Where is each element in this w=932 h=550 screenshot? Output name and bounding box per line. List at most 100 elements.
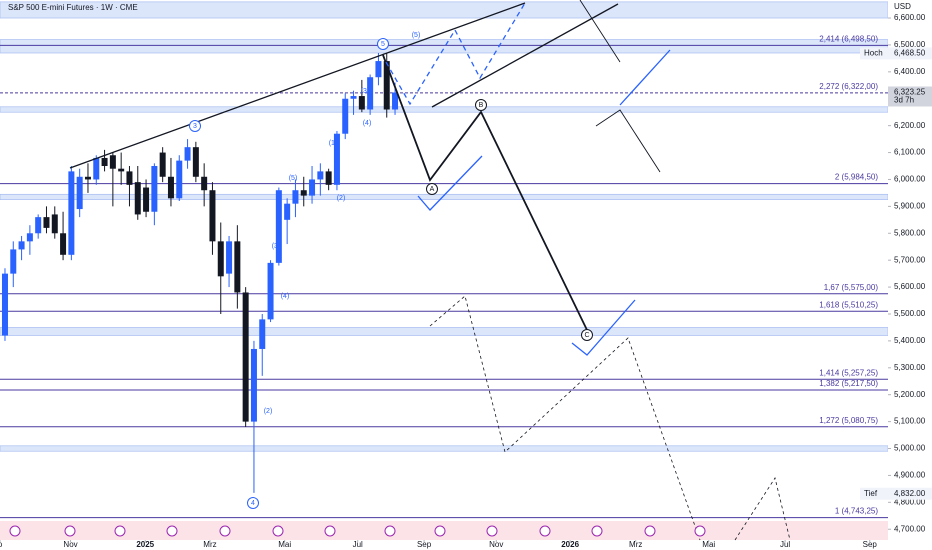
zones bbox=[0, 1, 889, 452]
marker-box bbox=[860, 487, 932, 500]
event-icon[interactable] bbox=[64, 525, 76, 537]
candle-body bbox=[109, 155, 116, 169]
level-label: 2 (5,984,50) bbox=[835, 173, 878, 182]
candle-body bbox=[375, 61, 382, 78]
projection bbox=[579, 0, 661, 173]
candle-body bbox=[284, 203, 291, 220]
candle-body bbox=[1, 273, 8, 336]
level-label: 1 (4,743,25) bbox=[835, 507, 878, 516]
y-tick-label: 6,100.00 bbox=[894, 148, 926, 157]
wave-label: 5 bbox=[381, 41, 385, 48]
wave-label: (5) bbox=[412, 32, 421, 39]
y-tick-label: 4,700.00 bbox=[894, 524, 926, 533]
x-tick-label: Jul bbox=[353, 540, 363, 549]
drawings bbox=[69, 0, 791, 541]
level-label: 2,272 (6,322,00) bbox=[819, 82, 878, 91]
wave-label: C bbox=[584, 332, 589, 339]
marker-label: Hoch bbox=[864, 49, 883, 58]
event-icon[interactable] bbox=[694, 525, 706, 537]
x-tick-label: Sep bbox=[417, 540, 432, 549]
candle-body bbox=[35, 217, 42, 234]
candle-body bbox=[358, 96, 365, 110]
wave-label: (4) bbox=[363, 120, 372, 127]
event-icon[interactable] bbox=[644, 525, 656, 537]
candle-body bbox=[234, 241, 241, 293]
marker-box bbox=[860, 47, 932, 60]
candle-body bbox=[217, 241, 224, 277]
candle-body bbox=[101, 157, 108, 167]
y-tick-label: 5,900.00 bbox=[894, 201, 926, 210]
candle-body bbox=[93, 157, 100, 180]
event-icon[interactable] bbox=[591, 525, 603, 537]
candle-body bbox=[76, 176, 83, 210]
event-icon[interactable] bbox=[486, 525, 498, 537]
zone bbox=[0, 39, 889, 54]
wave-labels: 5 3 4 A B C (5) (1) (3) (5) (4) (2) (2) (4) (3) bbox=[189, 32, 593, 509]
event-icon[interactable] bbox=[272, 525, 284, 537]
event-icons[interactable] bbox=[9, 525, 706, 537]
marker-value: 6,468.50 bbox=[894, 49, 926, 58]
wave-circle bbox=[426, 183, 438, 195]
wave-label: (3) bbox=[361, 88, 370, 95]
wave-circle bbox=[475, 99, 487, 111]
levels: 2,414 (6,498,50) 2,272 (6,322,00) 2 (5,984… bbox=[0, 34, 888, 519]
level-label: 1,272 (5,080,75) bbox=[819, 416, 878, 425]
wave-label: (4) bbox=[281, 293, 290, 300]
last-price-box bbox=[888, 86, 932, 107]
candle-body bbox=[392, 92, 399, 110]
y-tick-label: 5,200.00 bbox=[894, 390, 926, 399]
x-tick-label: 2026 bbox=[561, 540, 579, 549]
wave-circle bbox=[377, 38, 389, 50]
y-tick-label: 5,400.00 bbox=[894, 336, 926, 345]
event-icon[interactable] bbox=[384, 525, 396, 537]
x-tick-label: Mrz bbox=[203, 540, 216, 549]
x-tick-label: Sep bbox=[863, 540, 878, 549]
candle-body bbox=[184, 147, 191, 161]
y-tick-label: 6,400.00 bbox=[894, 67, 926, 76]
event-icon[interactable] bbox=[9, 525, 21, 537]
event-icon[interactable] bbox=[219, 525, 231, 537]
event-icon[interactable] bbox=[324, 525, 336, 537]
event-icon[interactable] bbox=[114, 525, 126, 537]
candle-body bbox=[201, 176, 208, 191]
candle-body bbox=[126, 171, 133, 185]
currency: USD bbox=[894, 2, 911, 11]
candle-body bbox=[10, 249, 17, 274]
candle-body bbox=[209, 190, 216, 242]
candle-body bbox=[84, 176, 91, 180]
zone bbox=[0, 327, 889, 336]
y-tick-label: 5,600.00 bbox=[894, 282, 926, 291]
event-icon[interactable] bbox=[539, 525, 551, 537]
event-icon[interactable] bbox=[166, 525, 178, 537]
wave-path bbox=[382, 54, 588, 331]
x-tick-label: Mrz bbox=[629, 540, 642, 549]
y-tick-label: 5,300.00 bbox=[894, 363, 926, 372]
candle-body bbox=[18, 241, 25, 250]
trend-line bbox=[69, 2, 526, 169]
y-tick-label: 5,000.00 bbox=[894, 444, 926, 453]
candle-body bbox=[118, 168, 125, 172]
wave-circle bbox=[247, 497, 259, 509]
candle-body bbox=[342, 98, 349, 134]
wave-label: 4 bbox=[251, 500, 255, 507]
y-tick-label: 5,500.00 bbox=[894, 309, 926, 318]
candle-body bbox=[134, 182, 141, 215]
candle-body bbox=[167, 176, 174, 199]
event-icon[interactable] bbox=[434, 525, 446, 537]
x-tick-label: Nov bbox=[63, 540, 77, 549]
wave-label: (1) bbox=[329, 140, 338, 147]
y-tick-label: 5,700.00 bbox=[894, 255, 926, 264]
candle-body bbox=[68, 171, 75, 255]
candle-body bbox=[300, 190, 307, 196]
wave-label: (2) bbox=[264, 408, 273, 415]
wave-circle bbox=[581, 329, 593, 341]
candle-body bbox=[143, 187, 150, 212]
y-tick-label: 6,600.00 bbox=[894, 13, 926, 22]
price-axis-bg bbox=[888, 0, 932, 550]
candle-body bbox=[159, 152, 166, 177]
candle-body bbox=[259, 319, 266, 349]
y-tick-label: 4,800.00 bbox=[894, 497, 926, 506]
y-tick-label: 6,200.00 bbox=[894, 121, 926, 130]
candle-body bbox=[292, 190, 299, 204]
